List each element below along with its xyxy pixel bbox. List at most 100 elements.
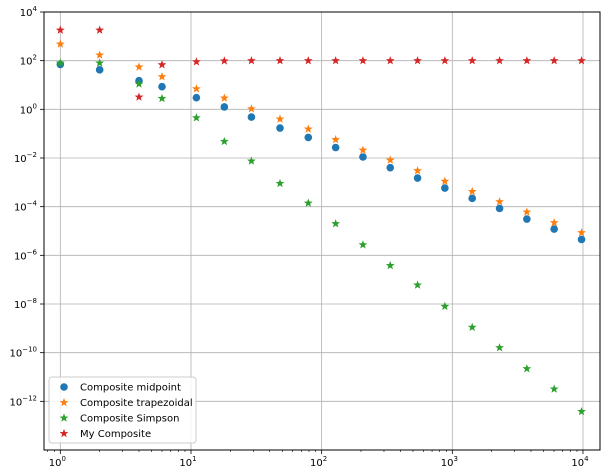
data-point [331, 56, 341, 65]
data-point [219, 93, 229, 102]
data-point [413, 280, 422, 289]
data-point [275, 114, 285, 123]
data-point [303, 198, 313, 207]
data-point [304, 133, 313, 142]
data-point [220, 103, 229, 111]
y-tick-label: 10−8 [14, 297, 37, 311]
data-point [358, 145, 368, 154]
x-tick-label: 102 [310, 455, 327, 469]
legend-marker [60, 383, 68, 391]
legend-label: Composite Simpson [80, 414, 179, 425]
y-tick-label: 10−2 [14, 151, 37, 165]
data-point [550, 225, 558, 233]
y-tick-label: 10−6 [14, 248, 38, 262]
legend-label: Composite trapezoidal [80, 398, 193, 409]
data-point [275, 56, 285, 65]
data-point [495, 56, 504, 65]
data-point [495, 204, 504, 213]
data-point [523, 215, 531, 223]
data-point [495, 343, 504, 352]
x-tick-label: 100 [49, 455, 66, 469]
data-point [577, 56, 586, 65]
x-tick-label: 103 [441, 455, 458, 469]
data-point [413, 56, 422, 65]
data-point [192, 93, 201, 102]
legend-label: Composite midpoint [80, 383, 181, 394]
data-point [549, 384, 559, 393]
data-point [219, 136, 229, 146]
data-point [468, 194, 477, 203]
data-point [247, 113, 256, 121]
legend-marker [59, 428, 69, 438]
legend: Composite midpoint Composite trapezoidal C… [48, 376, 197, 444]
data-point [522, 207, 532, 216]
data-point [549, 218, 559, 227]
data-point [413, 174, 422, 182]
data-point [95, 25, 105, 34]
x-tick-label: 101 [179, 455, 196, 469]
series-my-composite [55, 25, 586, 101]
data-point [522, 364, 532, 373]
data-point [134, 79, 144, 88]
legend-marker [59, 413, 69, 422]
data-point [55, 25, 65, 34]
y-tick-label: 102 [20, 54, 37, 68]
data-point [192, 84, 201, 93]
legend-box [48, 376, 197, 444]
data-point [495, 197, 504, 206]
series-composite-simpson [55, 58, 586, 416]
data-point [577, 406, 586, 416]
data-point [247, 156, 256, 165]
data-point [55, 39, 65, 48]
data-point [385, 260, 395, 270]
data-marks [55, 25, 586, 416]
legend-marker [59, 397, 69, 407]
data-point [331, 143, 340, 152]
data-point [359, 153, 367, 161]
data-point [440, 301, 450, 311]
data-point [358, 240, 368, 249]
data-point [549, 56, 559, 65]
y-tick-label: 104 [20, 5, 38, 19]
data-point [385, 155, 395, 164]
data-point [386, 163, 395, 172]
data-point [441, 184, 449, 192]
data-point [192, 113, 201, 122]
series-composite-trapezoidal [55, 39, 586, 237]
data-point [577, 228, 586, 237]
data-point [522, 56, 532, 65]
plot-frame [43, 11, 601, 451]
data-point [95, 66, 104, 74]
data-point [303, 56, 313, 65]
data-point [440, 56, 450, 65]
data-point [358, 56, 368, 65]
legend-label: My Composite [80, 429, 151, 440]
grid-lines [44, 11, 600, 450]
y-tick-label: 100 [20, 102, 37, 116]
data-point [157, 93, 167, 103]
data-point [331, 219, 341, 228]
data-point [158, 82, 166, 91]
y-tick-label: 10−10 [9, 346, 37, 360]
data-point [219, 56, 229, 65]
data-point [467, 56, 477, 65]
data-point [157, 60, 167, 69]
data-point [275, 178, 285, 188]
data-point [577, 235, 586, 244]
y-tick-label: 10−4 [14, 200, 38, 214]
data-point [413, 166, 422, 175]
data-point [95, 58, 105, 67]
data-point [331, 135, 341, 144]
axis-ticks: 100 101 102 103 104 104 102 100 10−2 10−4 10−6 10−8… [9, 5, 589, 469]
data-point [385, 56, 395, 65]
x-tick-label: 104 [571, 455, 589, 469]
data-point [55, 58, 65, 67]
data-point [276, 124, 284, 132]
data-point [247, 104, 256, 113]
data-point [157, 72, 167, 81]
data-point [192, 57, 201, 66]
data-point [303, 124, 313, 133]
data-point [134, 62, 144, 71]
data-point [95, 50, 105, 59]
